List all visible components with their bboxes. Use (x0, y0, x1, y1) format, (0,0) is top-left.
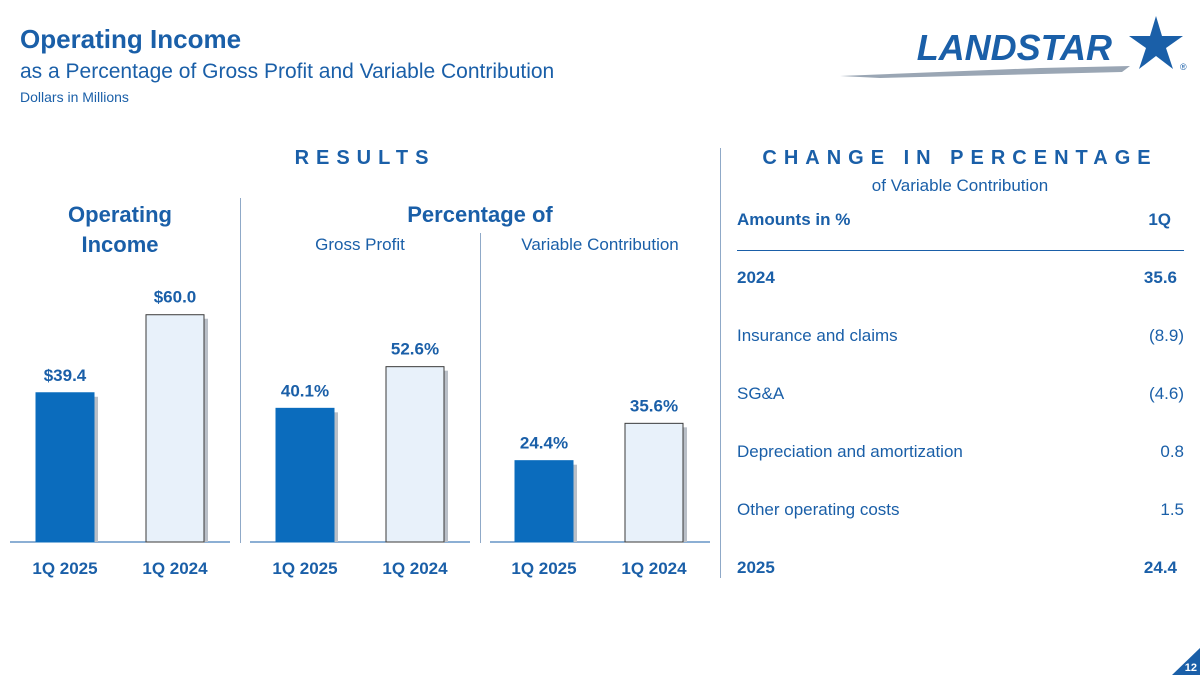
page-number: 12 (1185, 662, 1197, 674)
table-row: 2025 24.4 (737, 558, 1184, 588)
page-subtitle: as a Percentage of Gross Profit and Vari… (20, 60, 555, 83)
bar (514, 460, 574, 543)
table-row-label: Other operating costs (737, 500, 900, 519)
x-tick-label: 1Q 2024 (621, 559, 687, 578)
results-heading: RESULTS (294, 147, 436, 169)
logo-text: LANDSTAR (917, 27, 1112, 68)
table-row-label: SG&A (737, 384, 785, 403)
bar (624, 422, 684, 543)
bar-data-label: 35.6% (630, 396, 678, 415)
divider-results-mid (480, 233, 481, 543)
x-tick-label: 1Q 2025 (511, 559, 576, 578)
x-tick-label: 1Q 2025 (32, 559, 97, 578)
change-heading: CHANGE IN PERCENTAGE (762, 147, 1158, 169)
bar (145, 314, 205, 543)
bar (35, 392, 95, 543)
x-tick-label: 1Q 2025 (272, 559, 337, 578)
bar-data-label: 24.4% (520, 434, 568, 453)
table-header-row: Amounts in % 1Q (737, 210, 1184, 240)
bar-data-label: $60.0 (154, 288, 197, 307)
table-row: Other operating costs 1.5 (737, 500, 1184, 530)
table-row-value: 35.6 (1143, 268, 1177, 287)
page-title: Operating Income (20, 24, 242, 54)
percentage-of-title: Percentage of (407, 202, 553, 227)
gross-profit-label: Gross Profit (315, 235, 405, 254)
table-row: SG&A (4.6) (737, 384, 1184, 414)
landstar-logo: LANDSTAR ® (840, 16, 1187, 78)
table-row-label: Depreciation and amortization (737, 442, 963, 461)
operating-income-title-line1: Operating (68, 202, 172, 227)
bar-data-label: 52.6% (391, 340, 439, 359)
page-number-corner (1172, 648, 1200, 675)
table-row-value: (8.9) (1149, 326, 1184, 345)
x-tick-label: 1Q 2024 (382, 559, 448, 578)
change-subheading: of Variable Contribution (871, 176, 1049, 195)
table-row: Depreciation and amortization 0.8 (737, 442, 1184, 472)
table-row-value: 1.5 (1160, 500, 1184, 519)
operating-income-title-line2: Income (81, 232, 159, 257)
table-header-rule (737, 250, 1184, 251)
x-tick-label: 1Q 2024 (142, 559, 208, 578)
table-row-label: 2024 (737, 268, 775, 287)
registered-mark: ® (1180, 62, 1187, 72)
table-row: Insurance and claims (8.9) (737, 326, 1184, 356)
bar (385, 366, 445, 543)
divider-results-left (240, 198, 241, 543)
table-header-label: Amounts in % (737, 210, 851, 229)
variable-contribution-label: Variable Contribution (521, 235, 679, 254)
table-header-col: 1Q (1148, 210, 1171, 229)
table-row-label: 2025 (737, 558, 775, 577)
table-row-value: (4.6) (1149, 384, 1184, 403)
table-row-value: 0.8 (1160, 442, 1184, 461)
table-row-value: 24.4 (1143, 558, 1177, 577)
bar (275, 407, 335, 543)
logo-swoosh (840, 66, 1130, 78)
units-note: Dollars in Millions (20, 89, 129, 105)
divider-main (720, 148, 721, 578)
table-row-label: Insurance and claims (737, 326, 898, 345)
bar-data-label: 40.1% (281, 381, 329, 400)
page-number-badge: 12 (1172, 648, 1200, 675)
bar-data-label: $39.4 (44, 366, 87, 385)
star-logo-icon (1129, 16, 1183, 69)
table-row: 2024 35.6 (737, 268, 1184, 298)
operating-income-title: Operating Income (20, 200, 220, 260)
